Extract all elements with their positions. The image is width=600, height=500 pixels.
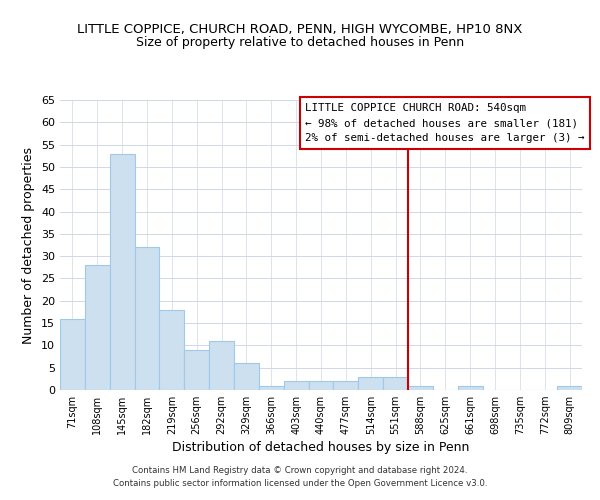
Text: LITTLE COPPICE CHURCH ROAD: 540sqm
← 98% of detached houses are smaller (181)
2%: LITTLE COPPICE CHURCH ROAD: 540sqm ← 98%… — [305, 103, 585, 144]
Bar — [358, 376, 383, 390]
Bar — [284, 381, 308, 390]
Bar — [160, 310, 184, 390]
Bar — [334, 381, 358, 390]
Bar — [383, 376, 408, 390]
Bar — [184, 350, 209, 390]
Bar — [557, 386, 582, 390]
Bar — [209, 341, 234, 390]
Bar — [408, 386, 433, 390]
Bar — [85, 265, 110, 390]
Bar — [234, 363, 259, 390]
Bar — [259, 386, 284, 390]
Bar — [458, 386, 482, 390]
Text: Size of property relative to detached houses in Penn: Size of property relative to detached ho… — [136, 36, 464, 49]
Bar — [60, 318, 85, 390]
Bar — [308, 381, 334, 390]
Y-axis label: Number of detached properties: Number of detached properties — [22, 146, 35, 344]
Text: Contains HM Land Registry data © Crown copyright and database right 2024.
Contai: Contains HM Land Registry data © Crown c… — [113, 466, 487, 487]
Bar — [110, 154, 134, 390]
Bar — [134, 247, 160, 390]
X-axis label: Distribution of detached houses by size in Penn: Distribution of detached houses by size … — [172, 442, 470, 454]
Text: LITTLE COPPICE, CHURCH ROAD, PENN, HIGH WYCOMBE, HP10 8NX: LITTLE COPPICE, CHURCH ROAD, PENN, HIGH … — [77, 22, 523, 36]
